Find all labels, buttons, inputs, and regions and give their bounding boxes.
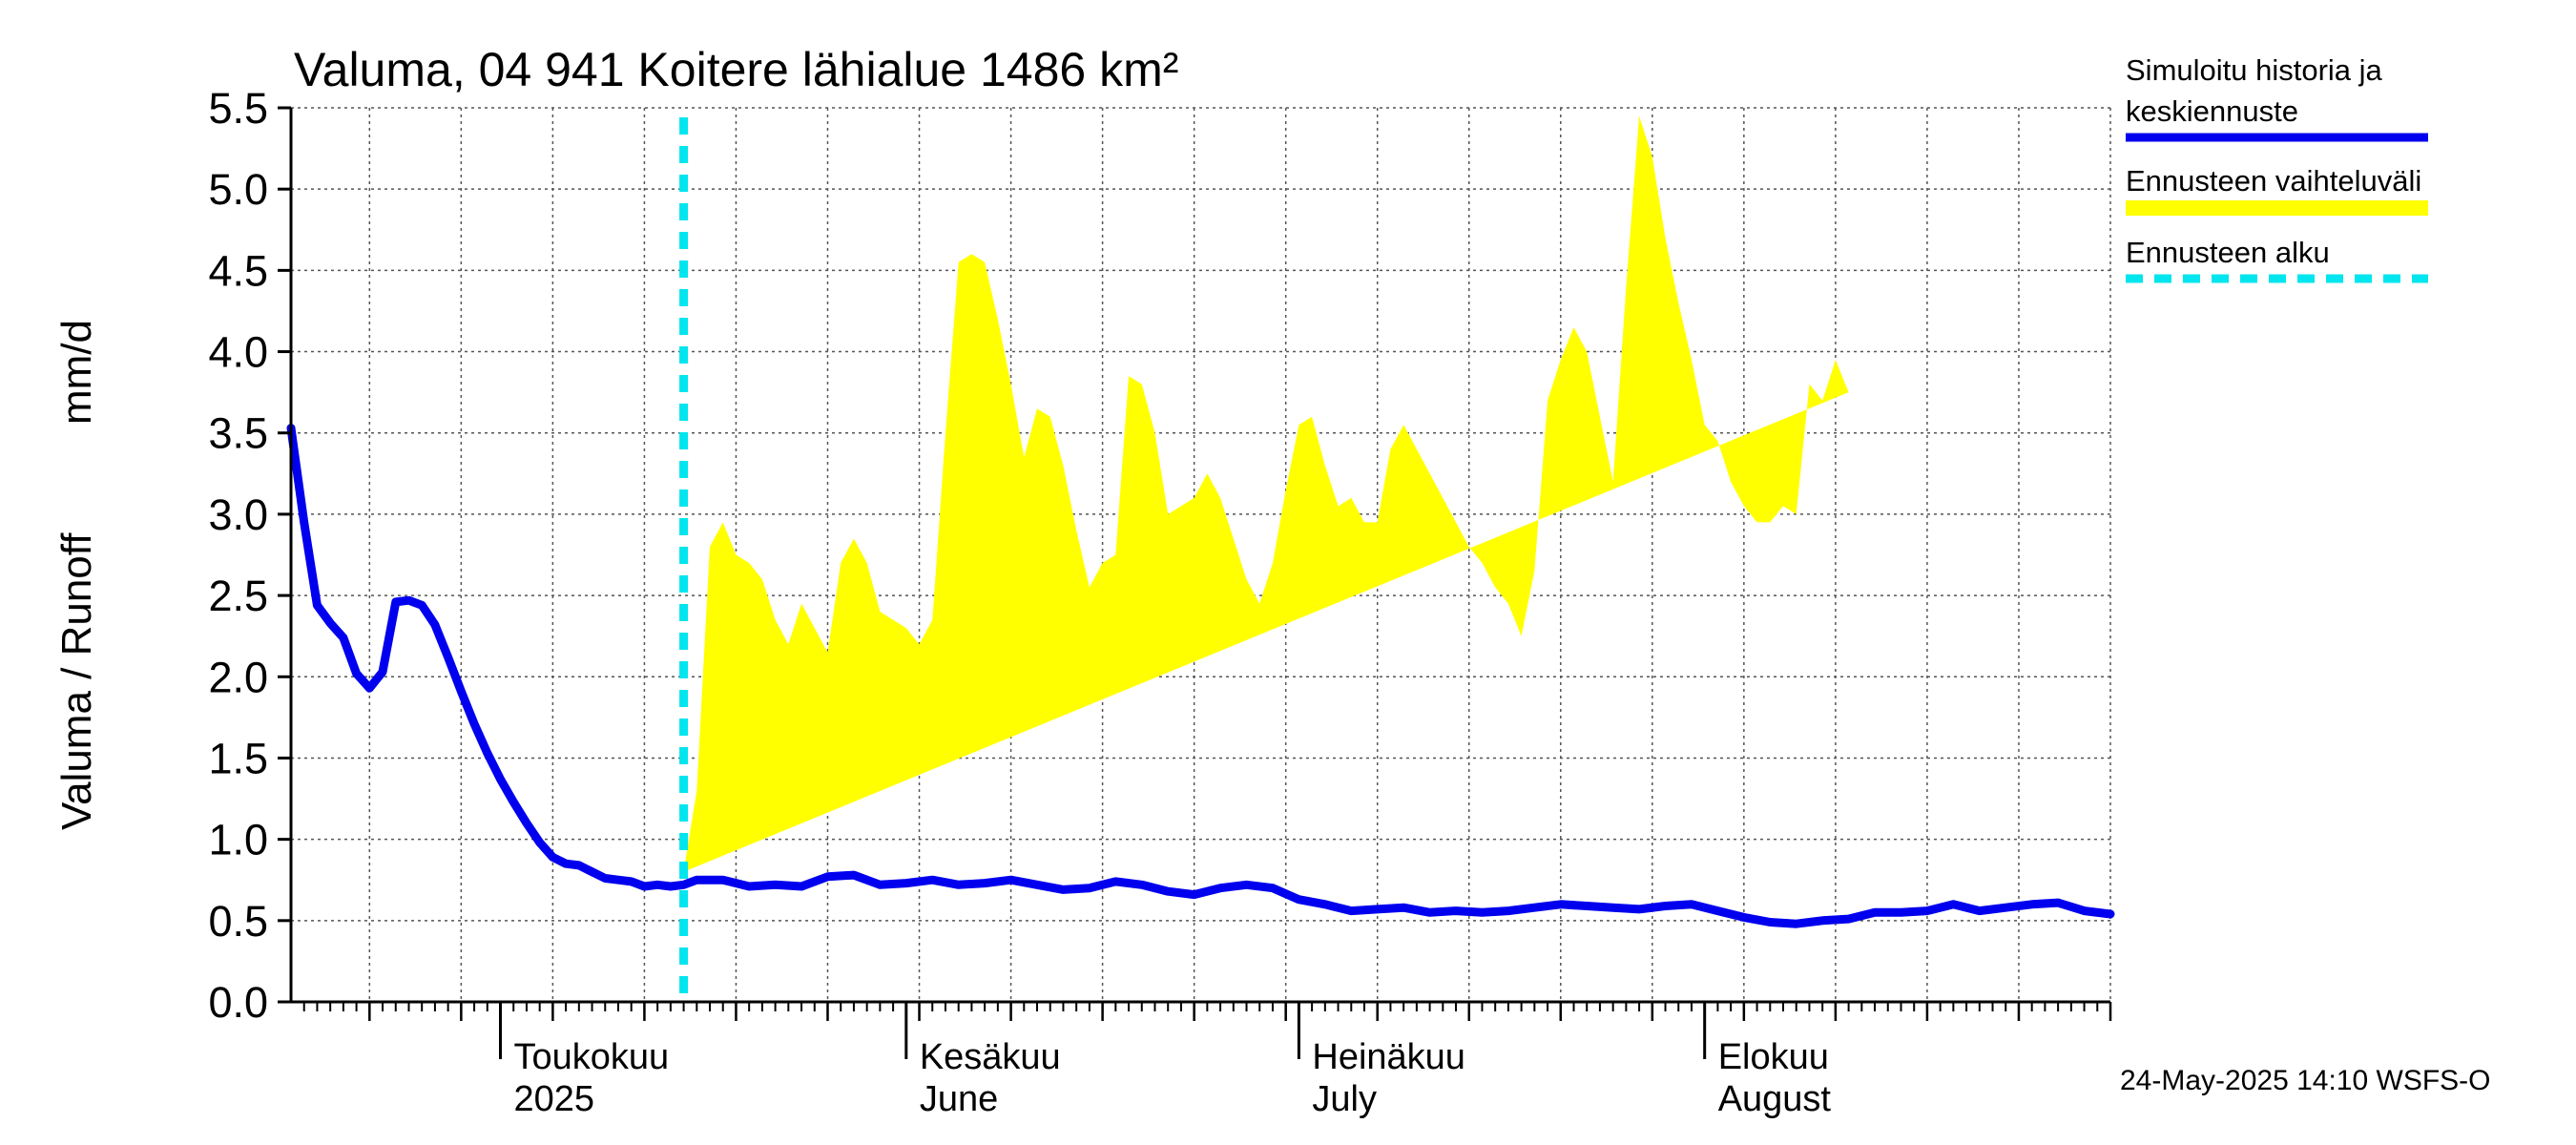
y-tick-label: 2.0 bbox=[208, 653, 268, 701]
month-label: Toukokuu bbox=[514, 1037, 670, 1077]
y-axis-unit-label: mm/d bbox=[53, 320, 100, 425]
axes bbox=[278, 106, 2112, 1059]
simulated-history-series bbox=[286, 424, 2115, 928]
month-sublabel: June bbox=[920, 1079, 998, 1119]
month-label: Heinäkuu bbox=[1312, 1037, 1465, 1077]
forecast-range-band bbox=[683, 115, 1849, 872]
month-label: Elokuu bbox=[1718, 1037, 1829, 1077]
y-tick-label: 3.0 bbox=[208, 490, 268, 539]
y-axis-label: Valuma / Runoff bbox=[53, 532, 100, 830]
y-tick-label: 1.0 bbox=[208, 816, 268, 864]
forecast-range-area bbox=[683, 115, 1849, 872]
month-label: Kesäkuu bbox=[920, 1037, 1061, 1077]
y-tick-label: 2.5 bbox=[208, 572, 268, 620]
y-tick-labels: 0.0 0.5 1.0 1.5 2.0 2.5 3.0 3.5 4.0 4.5 5.0 5.5 bbox=[208, 84, 268, 1027]
legend: Simuloitu historia ja keskiennuste Ennus… bbox=[2126, 53, 2428, 283]
footer-timestamp: 24-May-2025 14:10 WSFS-O bbox=[2120, 1065, 2491, 1096]
month-sublabel: July bbox=[1312, 1079, 1377, 1119]
y-tick-label: 0.5 bbox=[208, 897, 268, 946]
legend-label-range: Ennusteen vaihteluväli bbox=[2126, 164, 2421, 198]
grid bbox=[291, 107, 2111, 1003]
chart-title: Valuma, 04 941 Koitere lähialue 1486 km² bbox=[294, 43, 1178, 96]
legend-label-forecast-start: Ennusteen alku bbox=[2126, 236, 2330, 269]
y-tick-label: 1.5 bbox=[208, 734, 268, 782]
month-sublabel: 2025 bbox=[514, 1079, 595, 1119]
legend-label-simulated-line2: keskiennuste bbox=[2126, 94, 2298, 128]
y-tick-label: 5.5 bbox=[208, 84, 268, 133]
y-tick-label: 4.0 bbox=[208, 328, 268, 377]
y-tick-label: 5.0 bbox=[208, 165, 268, 214]
y-tick-label: 0.0 bbox=[208, 978, 268, 1027]
simulated-history-line bbox=[286, 424, 2115, 928]
legend-label-simulated-line1: Simuloitu historia ja bbox=[2126, 53, 2383, 87]
y-tick-label: 4.5 bbox=[208, 246, 268, 295]
y-tick-label: 3.5 bbox=[208, 409, 268, 458]
month-sublabel: August bbox=[1718, 1079, 1832, 1119]
